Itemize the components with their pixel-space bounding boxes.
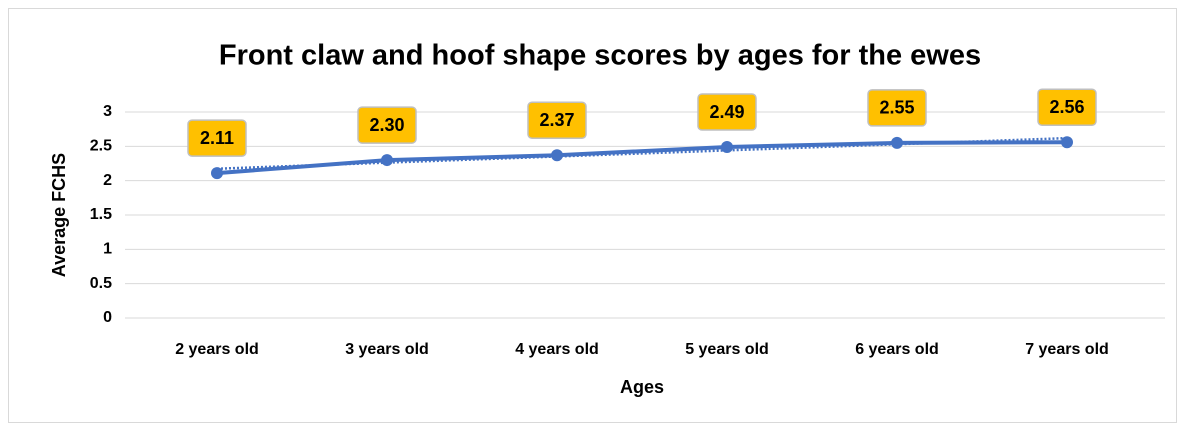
y-tick-label: 0.5 [90, 275, 112, 292]
data-label: 2.37 [539, 110, 574, 130]
point [1061, 136, 1073, 149]
y-tick-label: 1.5 [90, 206, 112, 223]
data-label-box [1037, 88, 1097, 126]
x-tick-label: 6 years old [855, 341, 939, 358]
data-label: 2.11 [200, 128, 234, 148]
x-tick-label: 7 years old [1025, 341, 1109, 358]
data-label-box [187, 119, 247, 157]
point [891, 136, 903, 149]
chart-title: Front claw and hoof shape scores by ages… [219, 40, 981, 72]
data-label-box [697, 93, 757, 131]
data-label: 2.56 [1049, 97, 1084, 117]
y-tick-label: 1 [103, 241, 112, 258]
point [211, 167, 223, 180]
y-axis-title: Average FCHS [49, 153, 69, 277]
x-tick-label: 3 years old [345, 341, 429, 358]
x-axis-title: Ages [620, 377, 664, 397]
data-label: 2.55 [879, 98, 914, 118]
y-tick-label: 2.5 [90, 138, 112, 155]
x-tick-label: 4 years old [515, 341, 599, 358]
y-tick-label: 2 [103, 172, 112, 189]
data-label-box [527, 101, 587, 140]
series-line [216, 140, 1068, 176]
point [721, 141, 733, 154]
y-tick-label: 3 [103, 103, 112, 120]
point [551, 149, 563, 162]
data-label: 2.49 [709, 102, 744, 122]
x-tick-label: 5 years old [685, 341, 769, 358]
y-tick-label: 0 [103, 309, 112, 326]
data-label-box [867, 89, 927, 127]
x-tick-label: 2 years old [175, 341, 259, 358]
point [381, 154, 393, 167]
data-label-box [357, 106, 417, 144]
data-label: 2.30 [369, 115, 404, 135]
